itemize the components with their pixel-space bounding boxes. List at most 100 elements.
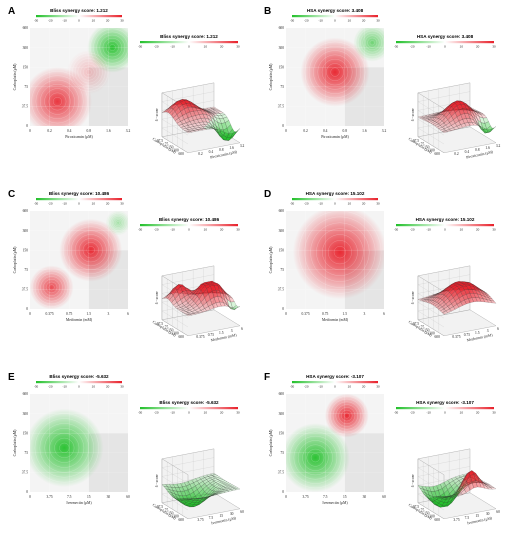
surface-colorbar	[396, 41, 494, 44]
surface-colorbar	[140, 407, 238, 410]
heatmap-colorbar	[292, 381, 378, 384]
colorbar-tick-label: 0	[78, 202, 80, 206]
panel-letter: F	[264, 372, 270, 383]
x-axis-label: Piroxicamin (μM)	[321, 135, 349, 139]
panel-letter: E	[8, 372, 15, 383]
colorbar-tick-label: 0	[334, 202, 336, 206]
surface-cell	[161, 295, 168, 299]
surface-mesh	[417, 470, 497, 508]
surface-x-tick-label: 1.6	[485, 146, 490, 150]
synergy-region	[292, 211, 384, 300]
surface-colorbar-tick-label: -30	[138, 411, 143, 415]
surface-y-tick-label: 600	[434, 518, 440, 522]
surface-x-axis-label: Piroxicamin (μM)	[210, 150, 238, 160]
colorbar-tick-label: -20	[304, 202, 309, 206]
y-tick-label: 0	[26, 490, 28, 494]
y-tick-label: 150	[23, 65, 29, 69]
colorbar-tick-label: -20	[304, 19, 309, 23]
surface-colorbar-tick-label: 0	[188, 411, 190, 415]
y-tick-label: 37.5	[22, 288, 28, 292]
y-tick-label: 75	[24, 451, 28, 455]
colorbar-tick-label: -30	[290, 19, 295, 23]
x-tick-label: 3	[108, 312, 110, 316]
surface-x-tick-label: 1.6	[229, 146, 234, 150]
surface-x-tick-label: 7.5	[465, 516, 470, 520]
y-tick-label: 600	[23, 209, 29, 213]
y-axis-label: Carboplatin (μM)	[13, 63, 17, 91]
y-tick-label: 75	[280, 268, 284, 272]
y-tick-label: 0	[282, 307, 284, 311]
surface-x-tick-label: 60	[240, 510, 244, 514]
heatmap-title: Bliss synergy score: -5.632	[49, 374, 109, 379]
heatmap-title: Bliss synergy score: 1.212	[50, 8, 108, 13]
surface-x-tick-label: 3	[231, 329, 233, 333]
colorbar-tick-label: 10	[92, 202, 96, 206]
colorbar-tick-label: 10	[92, 385, 96, 389]
y-tick-label: 0	[26, 307, 28, 311]
x-tick-label: 0	[285, 312, 287, 316]
colorbar-tick-label: -30	[34, 19, 39, 23]
panel-b: B HSA synergy score: 3.408 -30 -20 -10 0 10 20 3…	[264, 6, 501, 160]
surface-y-tick-label: 75	[421, 142, 425, 146]
surface-x-axis-label: Ivermectin (μM)	[467, 516, 493, 525]
y-tick-label: 300	[279, 46, 285, 50]
surface-x-tick-label: 0.2	[454, 152, 459, 156]
heatmap-title: Bliss synergy score: 10.486	[49, 191, 110, 196]
heatmap-colorbar	[36, 198, 122, 201]
surface-y-tick-label: 150	[424, 512, 430, 516]
x-tick-label: 60	[382, 495, 386, 499]
surface-colorbar-tick-label: -20	[410, 411, 415, 415]
colorbar-tick-label: -30	[290, 202, 295, 206]
y-tick-label: 37.5	[278, 471, 284, 475]
x-tick-label: 0	[29, 495, 31, 499]
x-tick-label: 0	[285, 129, 287, 133]
x-tick-label: 0	[29, 129, 31, 133]
surface-colorbar-tick-label: 30	[236, 45, 240, 49]
panel-f: F HSA synergy score: -3.107 -30 -20 -10 0 10 20…	[264, 372, 500, 525]
x-tick-label: 0.4	[67, 129, 72, 133]
heatmap-colorbar	[36, 15, 122, 18]
surface-cell	[417, 298, 424, 301]
surface-y-tick-label: 37.5	[413, 139, 419, 143]
y-tick-label: 300	[279, 412, 285, 416]
colorbar-tick-label: 20	[106, 19, 110, 23]
surface-z-axis-label: δ - score	[155, 108, 159, 121]
surface-colorbar-tick-label: 10	[460, 228, 464, 232]
panel-letter: C	[8, 189, 15, 200]
x-tick-label: 1.6	[106, 129, 111, 133]
x-tick-label: 0.8	[343, 129, 348, 133]
surface-colorbar-tick-label: -10	[170, 45, 175, 49]
heatmap-colorbar	[36, 381, 122, 384]
surface-y-tick-label: 150	[168, 329, 174, 333]
x-tick-label: 0.2	[47, 129, 52, 133]
colorbar-tick-label: 30	[120, 202, 124, 206]
colorbar-tick-label: 10	[348, 202, 352, 206]
x-tick-label: 0.2	[303, 129, 308, 133]
surface-y-tick-label: 37.5	[157, 139, 163, 143]
y-tick-label: 37.5	[22, 471, 28, 475]
y-tick-label: 37.5	[278, 105, 284, 109]
surface-colorbar-tick-label: -20	[154, 411, 159, 415]
surface-colorbar-tick-label: 20	[220, 411, 224, 415]
surface-x-tick-label: 0.8	[219, 148, 224, 152]
colorbar-tick-label: 0	[78, 19, 80, 23]
surface-y-tick-label: 150	[168, 146, 174, 150]
surface-x-tick-label: 1.5	[475, 331, 480, 335]
colorbar-tick-label: -10	[318, 202, 323, 206]
surface-colorbar-tick-label: 0	[188, 228, 190, 232]
surface-colorbar-tick-label: -30	[394, 411, 399, 415]
synergy-region	[286, 423, 350, 492]
panel-c: C Bliss synergy score: 10.486 -30 -20 -10 0 10…	[8, 189, 243, 342]
surface-mesh	[161, 473, 241, 507]
surface-x-axis-label: Metformin (mM)	[466, 333, 493, 343]
surface-colorbar-tick-label: 0	[444, 45, 446, 49]
x-tick-label: 3.75	[302, 495, 308, 499]
x-tick-label: 3.75	[46, 495, 52, 499]
y-tick-label: 150	[279, 248, 285, 252]
surface-colorbar-tick-label: 0	[444, 228, 446, 232]
surface-colorbar-tick-label: 30	[236, 228, 240, 232]
